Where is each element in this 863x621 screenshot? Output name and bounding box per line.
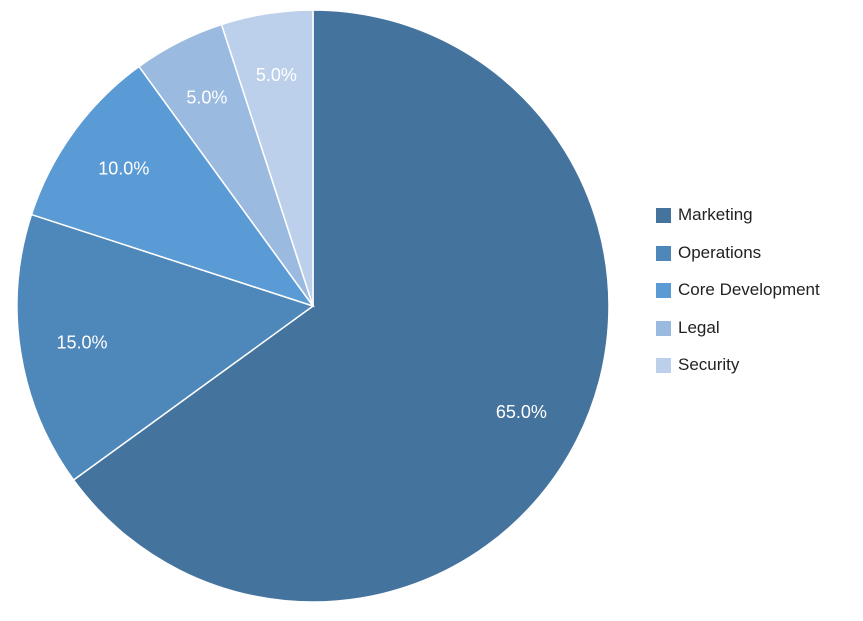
legend-label-security: Security	[678, 355, 740, 374]
legend-item-legal: Legal	[656, 317, 820, 355]
slice-label-legal: 5.0%	[186, 88, 227, 108]
legend-label-marketing: Marketing	[678, 205, 753, 224]
pie-labels: 65.0% 15.0% 10.0% 5.0% 5.0%	[57, 65, 547, 422]
legend: Marketing Operations Core Development Le…	[656, 204, 820, 392]
legend-swatch-legal	[656, 320, 671, 336]
legend-item-core-development: Core Development	[656, 279, 820, 317]
slice-label-security: 5.0%	[256, 65, 297, 85]
slice-label-operations: 15.0%	[57, 333, 108, 353]
legend-item-marketing: Marketing	[656, 204, 820, 242]
legend-label-core-development: Core Development	[678, 280, 820, 299]
legend-swatch-security	[656, 358, 671, 373]
legend-swatch-core-development	[656, 283, 671, 298]
slice-label-marketing: 65.0%	[496, 402, 547, 422]
legend-label-operations: Operations	[678, 242, 762, 262]
legend-swatch-marketing	[656, 208, 671, 223]
legend-swatch-operations	[656, 245, 671, 261]
pie-slices	[16, 9, 610, 603]
pie-slice-marketing	[72, 9, 610, 603]
pie-slice-core-development	[30, 65, 315, 308]
legend-item-security: Security	[656, 354, 820, 392]
legend-label-legal: Legal	[678, 317, 720, 337]
pie-slice-operations	[16, 213, 315, 482]
pie-slice-security	[220, 9, 314, 307]
slice-label-core-development: 10.0%	[98, 159, 149, 179]
legend-item-operations: Operations	[656, 242, 820, 280]
